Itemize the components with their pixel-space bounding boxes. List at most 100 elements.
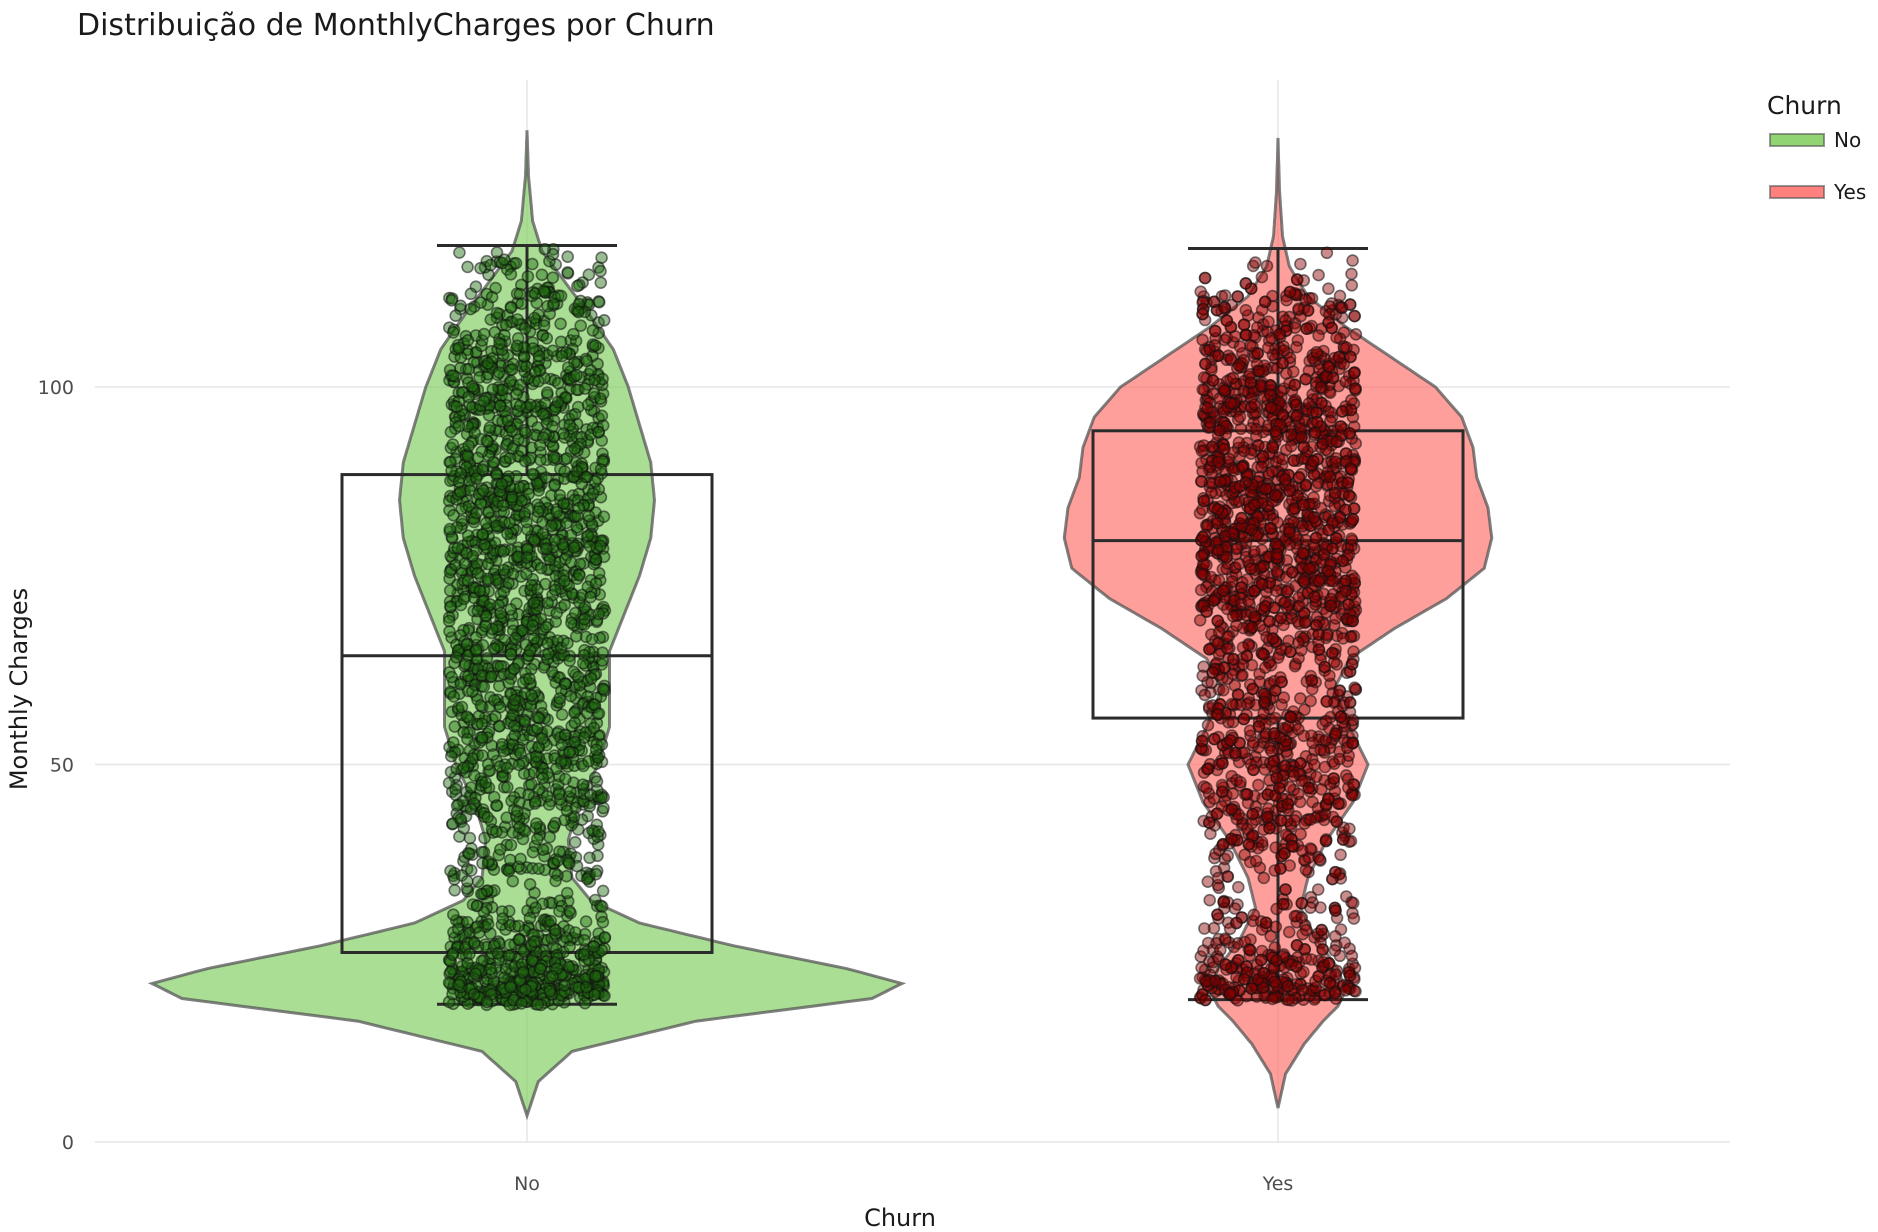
y-axis-title: Monthly Charges [5, 588, 33, 790]
data-point [546, 271, 560, 285]
data-point [545, 519, 558, 533]
data-point [461, 333, 475, 347]
data-point [1329, 455, 1342, 469]
data-point [1346, 254, 1359, 267]
legend-swatch-no[interactable] [1769, 133, 1825, 147]
data-point [568, 735, 582, 749]
data-point [586, 324, 600, 337]
data-point [520, 551, 534, 564]
data-point [497, 563, 511, 577]
data-point [515, 297, 529, 311]
data-point [482, 408, 496, 422]
data-point [1278, 473, 1292, 486]
data-point [1214, 475, 1227, 489]
data-point [523, 877, 537, 891]
data-point [597, 510, 611, 524]
data-point [1327, 772, 1340, 785]
data-point [1264, 401, 1278, 414]
data-point [1266, 992, 1279, 1006]
data-point [1274, 862, 1287, 875]
data-point [1200, 605, 1213, 618]
data-point [460, 710, 474, 724]
data-point [549, 874, 562, 888]
data-point [503, 516, 516, 530]
data-point [527, 632, 541, 645]
data-point [1198, 271, 1212, 285]
data-point [1334, 420, 1348, 433]
data-point [512, 933, 526, 947]
data-point [1218, 530, 1232, 543]
data-point [558, 598, 571, 612]
data-point [1245, 621, 1259, 634]
legend-label-yes[interactable]: Yes [1833, 180, 1866, 204]
data-point [475, 749, 489, 762]
data-point [467, 936, 481, 949]
data-point [1212, 574, 1226, 587]
data-point [526, 845, 540, 859]
data-point [1218, 661, 1231, 674]
data-point [1336, 833, 1350, 846]
data-point [477, 538, 491, 551]
data-point [450, 799, 464, 812]
legend-swatch-yes[interactable] [1769, 185, 1825, 199]
data-point [1283, 484, 1296, 498]
legend-label-no[interactable]: No [1834, 128, 1861, 152]
data-point [1218, 932, 1232, 946]
data-point [1277, 897, 1290, 911]
data-point [461, 732, 474, 746]
data-point [520, 515, 533, 529]
data-point [466, 549, 480, 563]
data-point [1328, 986, 1342, 1000]
data-point [522, 788, 535, 801]
data-point [487, 790, 501, 804]
data-point [578, 382, 592, 395]
data-point [500, 780, 514, 794]
data-point [563, 654, 576, 668]
data-point [1208, 732, 1221, 746]
data-point [464, 302, 477, 316]
data-point [1224, 396, 1237, 410]
data-point [1322, 282, 1335, 296]
data-point [1339, 503, 1352, 517]
data-point [506, 874, 520, 888]
data-point [1304, 694, 1317, 708]
data-point [567, 541, 581, 554]
data-point [596, 915, 610, 929]
data-point [1252, 364, 1266, 378]
data-point [1196, 307, 1209, 321]
data-point [1259, 661, 1272, 675]
data-point [1273, 327, 1286, 341]
data-point [1319, 714, 1333, 728]
data-point [1323, 470, 1337, 484]
data-point [1249, 256, 1262, 269]
data-point [459, 657, 473, 671]
data-point [583, 851, 596, 865]
data-point [1269, 537, 1283, 551]
data-point [562, 856, 576, 869]
data-point [495, 737, 509, 751]
data-point [1263, 821, 1276, 835]
data-point [481, 357, 495, 370]
data-point [589, 339, 602, 352]
data-point [493, 843, 507, 856]
data-point [554, 317, 567, 331]
data-point [1343, 822, 1356, 836]
data-point [568, 442, 582, 456]
data-point [1346, 614, 1359, 628]
data-point [1273, 781, 1286, 795]
data-point [1219, 958, 1232, 971]
data-point [547, 819, 561, 833]
data-point [598, 930, 612, 944]
data-point [1349, 327, 1363, 341]
data-point [1312, 268, 1325, 282]
data-point [1245, 982, 1258, 995]
data-point [1312, 643, 1326, 657]
data-point [560, 804, 574, 818]
data-point [1276, 452, 1289, 466]
data-point [446, 948, 459, 962]
data-point [1318, 988, 1331, 1002]
data-point [485, 670, 498, 683]
data-point [1299, 478, 1313, 492]
data-point [550, 505, 563, 519]
